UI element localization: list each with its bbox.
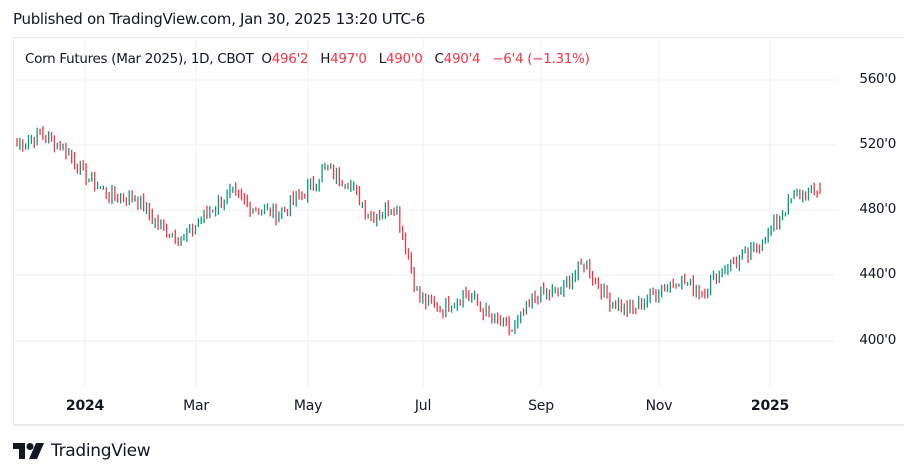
time-tick-label: May: [293, 398, 323, 414]
price-tick-label: 440'0: [859, 266, 896, 282]
close-value: 490'4: [443, 51, 481, 67]
price-tick-label: 400'0: [859, 332, 896, 348]
brand-name: TradingView: [51, 441, 151, 461]
change-value: −6'4 (−1.31%): [492, 51, 590, 67]
high-label: H: [320, 51, 331, 67]
time-tick-label: Nov: [645, 398, 673, 414]
high-value: 497'0: [330, 51, 367, 67]
price-tick-label: 480'0: [859, 201, 896, 217]
published-caption: Published on TradingView.com, Jan 30, 20…: [13, 10, 425, 28]
time-tick-label: 2025: [750, 398, 790, 414]
time-tick-label: Jul: [414, 398, 432, 414]
time-tick-label: Mar: [183, 398, 209, 414]
low-label: L: [378, 51, 387, 67]
symbol-label: Corn Futures (Mar 2025), 1D, CBOT: [25, 51, 254, 67]
tradingview-logo: TradingView: [13, 441, 151, 461]
close-label: C: [434, 51, 444, 67]
chart-legend: Corn Futures (Mar 2025), 1D, CBOT O496'2…: [25, 51, 590, 67]
time-tick-label: 2024: [65, 398, 105, 414]
open-value: 496'2: [271, 51, 309, 67]
time-tick-label: Sep: [528, 398, 554, 414]
price-tick-label: 520'0: [859, 136, 896, 152]
price-tick-label: 560'0: [859, 71, 896, 87]
tradingview-logo-icon: [13, 443, 44, 459]
open-label: O: [261, 51, 272, 67]
chart-frame: [13, 37, 904, 426]
low-value: 490'0: [385, 51, 423, 67]
